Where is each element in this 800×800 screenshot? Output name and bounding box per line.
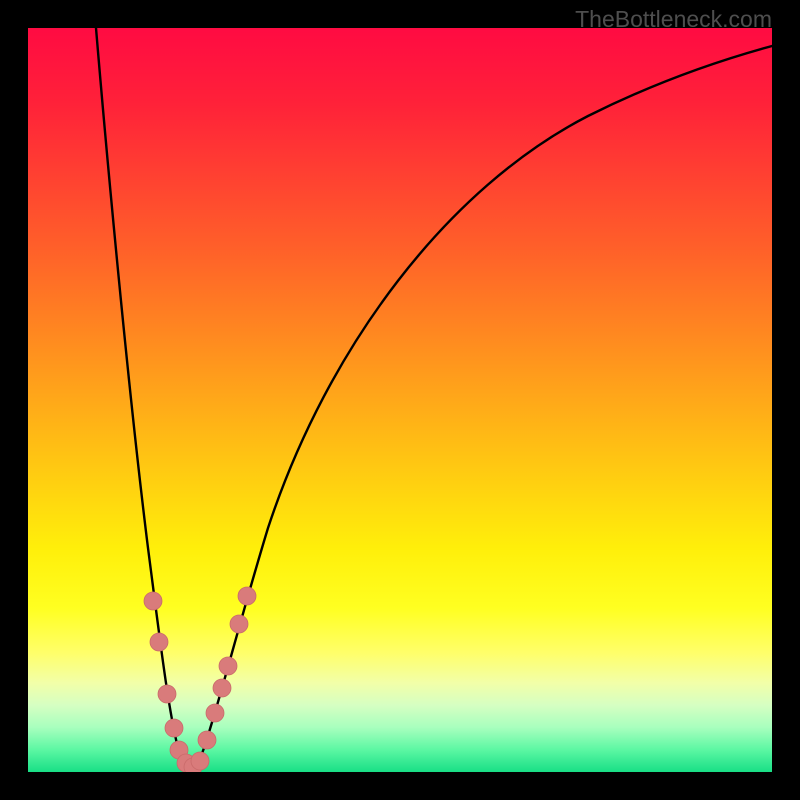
- chart-svg: [28, 28, 772, 772]
- curve-right: [191, 46, 772, 768]
- marker-point: [158, 685, 176, 703]
- marker-point: [213, 679, 231, 697]
- marker-point: [219, 657, 237, 675]
- marker-point: [238, 587, 256, 605]
- marker-point: [230, 615, 248, 633]
- marker-point: [150, 633, 168, 651]
- marker-point: [191, 752, 209, 770]
- page-root: { "canvas": { "width": 800, "height": 80…: [0, 0, 800, 800]
- marker-point: [144, 592, 162, 610]
- marker-point: [165, 719, 183, 737]
- plot-area: [28, 28, 772, 772]
- watermark-text: TheBottleneck.com: [575, 6, 772, 33]
- marker-point: [198, 731, 216, 749]
- curve-left: [96, 28, 191, 768]
- marker-point: [206, 704, 224, 722]
